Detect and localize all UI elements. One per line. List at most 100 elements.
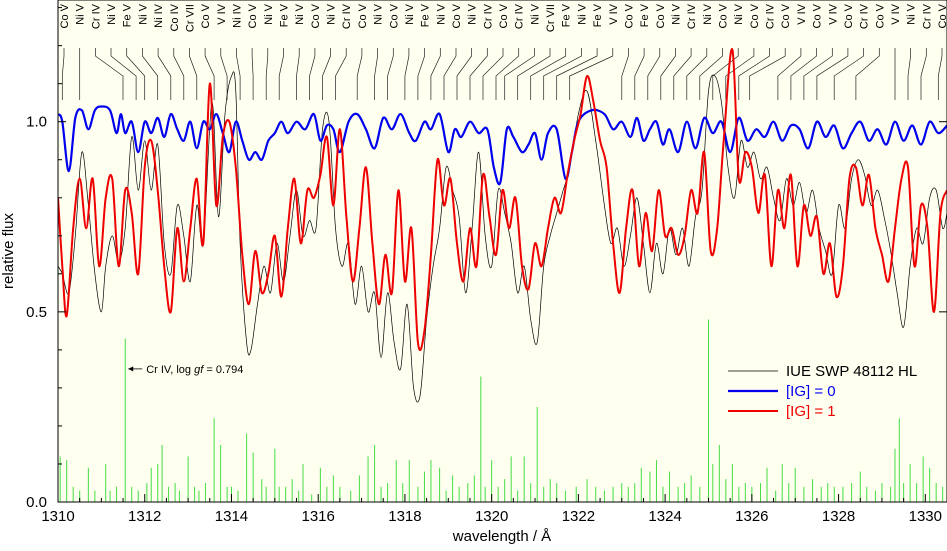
x-tick-label-0: 1310 <box>41 508 74 525</box>
ion-label-connector-6 <box>157 48 172 100</box>
ion-label-connector-11 <box>236 48 241 100</box>
ion-label-14: Fe V <box>279 3 291 27</box>
x-tick-label-10: 1330 <box>909 508 942 525</box>
ion-label-51: Cr IV <box>859 3 871 29</box>
ion-label-16: Co V <box>310 3 322 28</box>
ion-label-24: Ni V <box>435 3 447 24</box>
ion-label-connector-48 <box>790 48 817 100</box>
ion-label-15: Ni V <box>294 3 306 24</box>
ion-label-connector-12 <box>251 48 254 100</box>
ion-label-38: Co V <box>655 3 667 28</box>
ion-label-8: Cr VII <box>184 4 196 32</box>
ion-label-37: Fe V <box>639 3 651 27</box>
ion-label-connector-24 <box>430 48 441 100</box>
y-axis-title: relative flux <box>0 213 17 289</box>
ion-label-connector-15 <box>296 48 300 100</box>
y-tick-label-2: 1.0 <box>26 114 47 131</box>
ion-label-49: V IV <box>827 3 839 24</box>
ion-label-connector-4 <box>126 48 146 100</box>
ion-label-connector-31 <box>517 48 551 100</box>
x-axis-title: wavelength / Å <box>452 528 551 545</box>
ion-label-connector-0 <box>61 48 65 100</box>
ion-label-42: Co V <box>718 3 730 28</box>
ion-label-39: Ni V <box>671 3 683 24</box>
ion-label-28: Co V <box>498 3 510 28</box>
line-list-bars <box>59 319 944 502</box>
ion-label-2: Cr IV <box>90 3 102 29</box>
ion-label-connector-50 <box>816 48 849 100</box>
ion-label-0: Co V <box>59 3 71 28</box>
ion-label-54: Ni V <box>906 3 918 24</box>
ion-label-9: Co V <box>200 3 212 28</box>
ion-identification-labels: Co V Ni V Cr IV Ni V Fe V Ni V Ni IV Co IV Cr VI… <box>59 3 947 100</box>
ion-label-connector-49 <box>803 48 833 100</box>
x-tick-label-7: 1324 <box>648 508 681 525</box>
ion-label-connector-8 <box>189 48 198 100</box>
ion-label-connector-44 <box>725 48 755 100</box>
ion-label-32: Fe V <box>561 3 573 27</box>
ion-label-connector-55 <box>920 48 927 100</box>
legend-label-1: [IG] = 0 <box>786 383 836 400</box>
ion-label-33: Ni V <box>576 3 588 24</box>
ion-label-connector-32 <box>530 48 567 100</box>
ion-label-connector-41 <box>686 48 708 100</box>
ion-label-connector-23 <box>417 48 425 100</box>
ion-label-connector-26 <box>456 48 472 100</box>
annotation-text: Cr IV, log gf = 0.794 <box>146 364 243 376</box>
ion-label-connector-7 <box>173 48 185 100</box>
y-tick-label-0: 0.0 <box>26 494 47 511</box>
ion-label-53: V IV <box>890 3 902 24</box>
ion-label-26: Ni V <box>467 3 479 24</box>
ion-label-connector-10 <box>220 48 228 100</box>
legend-label-0: IUE SWP 48112 HL <box>786 363 917 380</box>
ion-label-connector-29 <box>495 48 520 100</box>
ion-label-connector-36 <box>621 48 629 100</box>
ion-label-connector-14 <box>278 48 284 100</box>
ion-label-56: Co V <box>937 3 947 28</box>
ion-label-4: Fe V <box>122 3 134 27</box>
ion-label-36: Co V <box>623 3 635 28</box>
ion-label-connector-28 <box>482 48 504 100</box>
ion-label-connector-17 <box>322 48 331 100</box>
ion-label-30: Ni V <box>529 3 541 24</box>
ion-label-20: Ni V <box>373 3 385 24</box>
ion-label-connector-35 <box>569 48 614 100</box>
ion-label-connector-20 <box>374 48 378 100</box>
x-tick-label-6: 1322 <box>562 508 595 525</box>
ion-label-27: Cr IV <box>482 3 494 29</box>
ion-label-connector-39 <box>660 48 676 100</box>
ion-label-connector-13 <box>265 48 269 100</box>
ion-label-connector-38 <box>647 48 661 100</box>
x-tick-label-5: 1320 <box>475 508 508 525</box>
ion-label-11: Ni IV <box>232 3 244 28</box>
ion-label-connector-51 <box>833 48 864 100</box>
ion-label-21: Co V <box>388 3 400 28</box>
ion-label-connector-56 <box>937 48 943 100</box>
ion-label-50: Co V <box>843 3 855 28</box>
ion-label-connector-43 <box>712 48 739 100</box>
ion-label-connector-21 <box>387 48 394 100</box>
ion-label-55: Cr IV <box>921 3 933 29</box>
ion-label-connector-2 <box>95 48 124 100</box>
ion-label-connector-22 <box>404 48 410 100</box>
ion-label-3: Ni V <box>106 3 118 24</box>
ion-label-19: Co V <box>357 3 369 28</box>
ion-label-connector-45 <box>738 48 770 100</box>
ion-label-connector-42 <box>699 48 723 100</box>
ion-label-connector-46 <box>749 48 786 100</box>
ion-label-13: Ni V <box>263 3 275 24</box>
ion-label-12: Co V <box>247 3 259 28</box>
legend: IUE SWP 48112 HL [IG] = 0 [IG] = 1 <box>728 363 917 420</box>
ion-label-connector-16 <box>309 48 316 100</box>
ion-label-29: Cr IV <box>514 3 526 29</box>
ion-label-connector-52 <box>855 48 880 100</box>
annotation-arrow-head <box>128 366 134 372</box>
ion-label-25: Co V <box>451 3 463 28</box>
ion-label-17: Ni V <box>326 3 338 24</box>
ion-label-connector-25 <box>443 48 457 100</box>
ion-label-18: Cr IV <box>341 3 353 29</box>
ion-label-35: V IV <box>608 3 620 24</box>
ion-label-43: Ni V <box>733 3 745 24</box>
ion-label-52: Co V <box>874 3 886 28</box>
